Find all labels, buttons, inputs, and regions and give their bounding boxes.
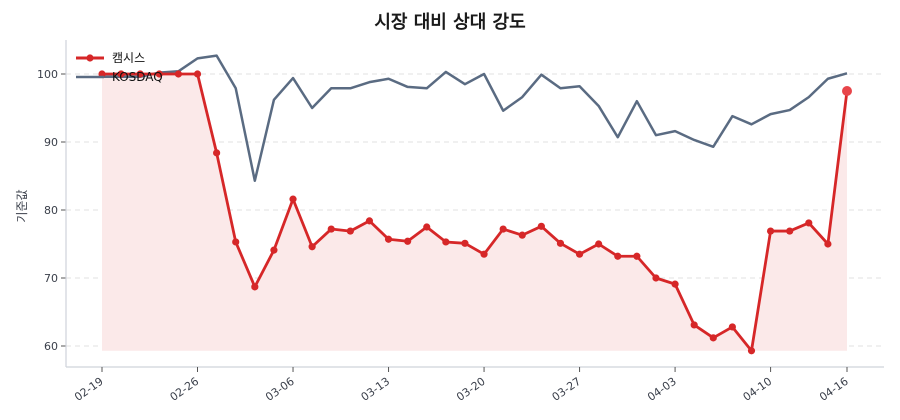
x-tick-label: 02-19 bbox=[72, 375, 106, 404]
x-tick-label: 04-10 bbox=[741, 375, 775, 404]
y-tick-label: 100 bbox=[37, 68, 58, 81]
y-tick-label: 70 bbox=[44, 272, 58, 285]
data-point bbox=[709, 334, 717, 342]
data-point bbox=[499, 225, 507, 233]
y-tick-label: 80 bbox=[44, 204, 58, 217]
data-point bbox=[766, 227, 775, 235]
data-point bbox=[384, 235, 393, 243]
data-point bbox=[404, 237, 412, 245]
legend: 캠시스 KOSDAQ bbox=[76, 51, 163, 84]
data-point bbox=[213, 149, 221, 157]
data-point bbox=[136, 70, 144, 78]
y-tick-label: 60 bbox=[44, 340, 58, 353]
y-tick-label: 90 bbox=[44, 136, 58, 149]
data-point bbox=[614, 252, 622, 260]
data-point bbox=[595, 240, 603, 248]
data-point bbox=[346, 227, 354, 235]
data-point bbox=[805, 219, 813, 227]
legend-label-primary: 캠시스 bbox=[112, 51, 145, 65]
data-point bbox=[289, 195, 297, 203]
data-point bbox=[461, 239, 469, 247]
legend-label-kosdaq: KOSDAQ bbox=[112, 70, 163, 84]
data-point bbox=[480, 250, 488, 258]
series-line-kosdaq bbox=[102, 54, 848, 183]
data-point bbox=[365, 217, 374, 225]
data-point bbox=[442, 238, 450, 246]
data-point bbox=[633, 252, 641, 260]
data-point bbox=[671, 280, 679, 288]
x-tick-label: 04-16 bbox=[817, 375, 851, 404]
data-point bbox=[174, 70, 183, 78]
x-tick-label: 03-06 bbox=[263, 375, 297, 404]
data-point bbox=[270, 246, 278, 254]
data-point bbox=[575, 250, 584, 258]
data-point bbox=[308, 243, 316, 251]
data-point bbox=[652, 274, 660, 282]
data-point bbox=[824, 240, 832, 248]
data-point bbox=[155, 70, 163, 78]
x-tick-label: 03-27 bbox=[550, 375, 584, 404]
y-axis-label: 기준값 bbox=[15, 189, 29, 222]
legend-marker-primary bbox=[86, 54, 94, 62]
data-point bbox=[423, 223, 431, 231]
data-point bbox=[842, 86, 852, 96]
data-point bbox=[251, 283, 259, 291]
x-tick-label: 04-03 bbox=[645, 375, 679, 404]
data-point bbox=[786, 227, 794, 235]
chart-title: 시장 대비 상대 강도 bbox=[374, 12, 526, 33]
x-tick-label: 03-20 bbox=[454, 375, 488, 404]
data-point bbox=[728, 323, 736, 331]
x-tick-label: 03-13 bbox=[359, 375, 393, 404]
data-point bbox=[556, 239, 565, 247]
data-point bbox=[117, 70, 125, 78]
data-point bbox=[690, 321, 698, 329]
area-fill bbox=[102, 74, 847, 351]
data-point bbox=[537, 222, 545, 230]
data-point bbox=[518, 231, 526, 239]
x-tick-label: 02-26 bbox=[168, 375, 202, 404]
series-line-primary bbox=[102, 72, 849, 353]
data-point bbox=[193, 70, 202, 78]
data-point bbox=[327, 225, 335, 233]
data-point bbox=[747, 347, 756, 355]
data-point bbox=[232, 238, 240, 246]
